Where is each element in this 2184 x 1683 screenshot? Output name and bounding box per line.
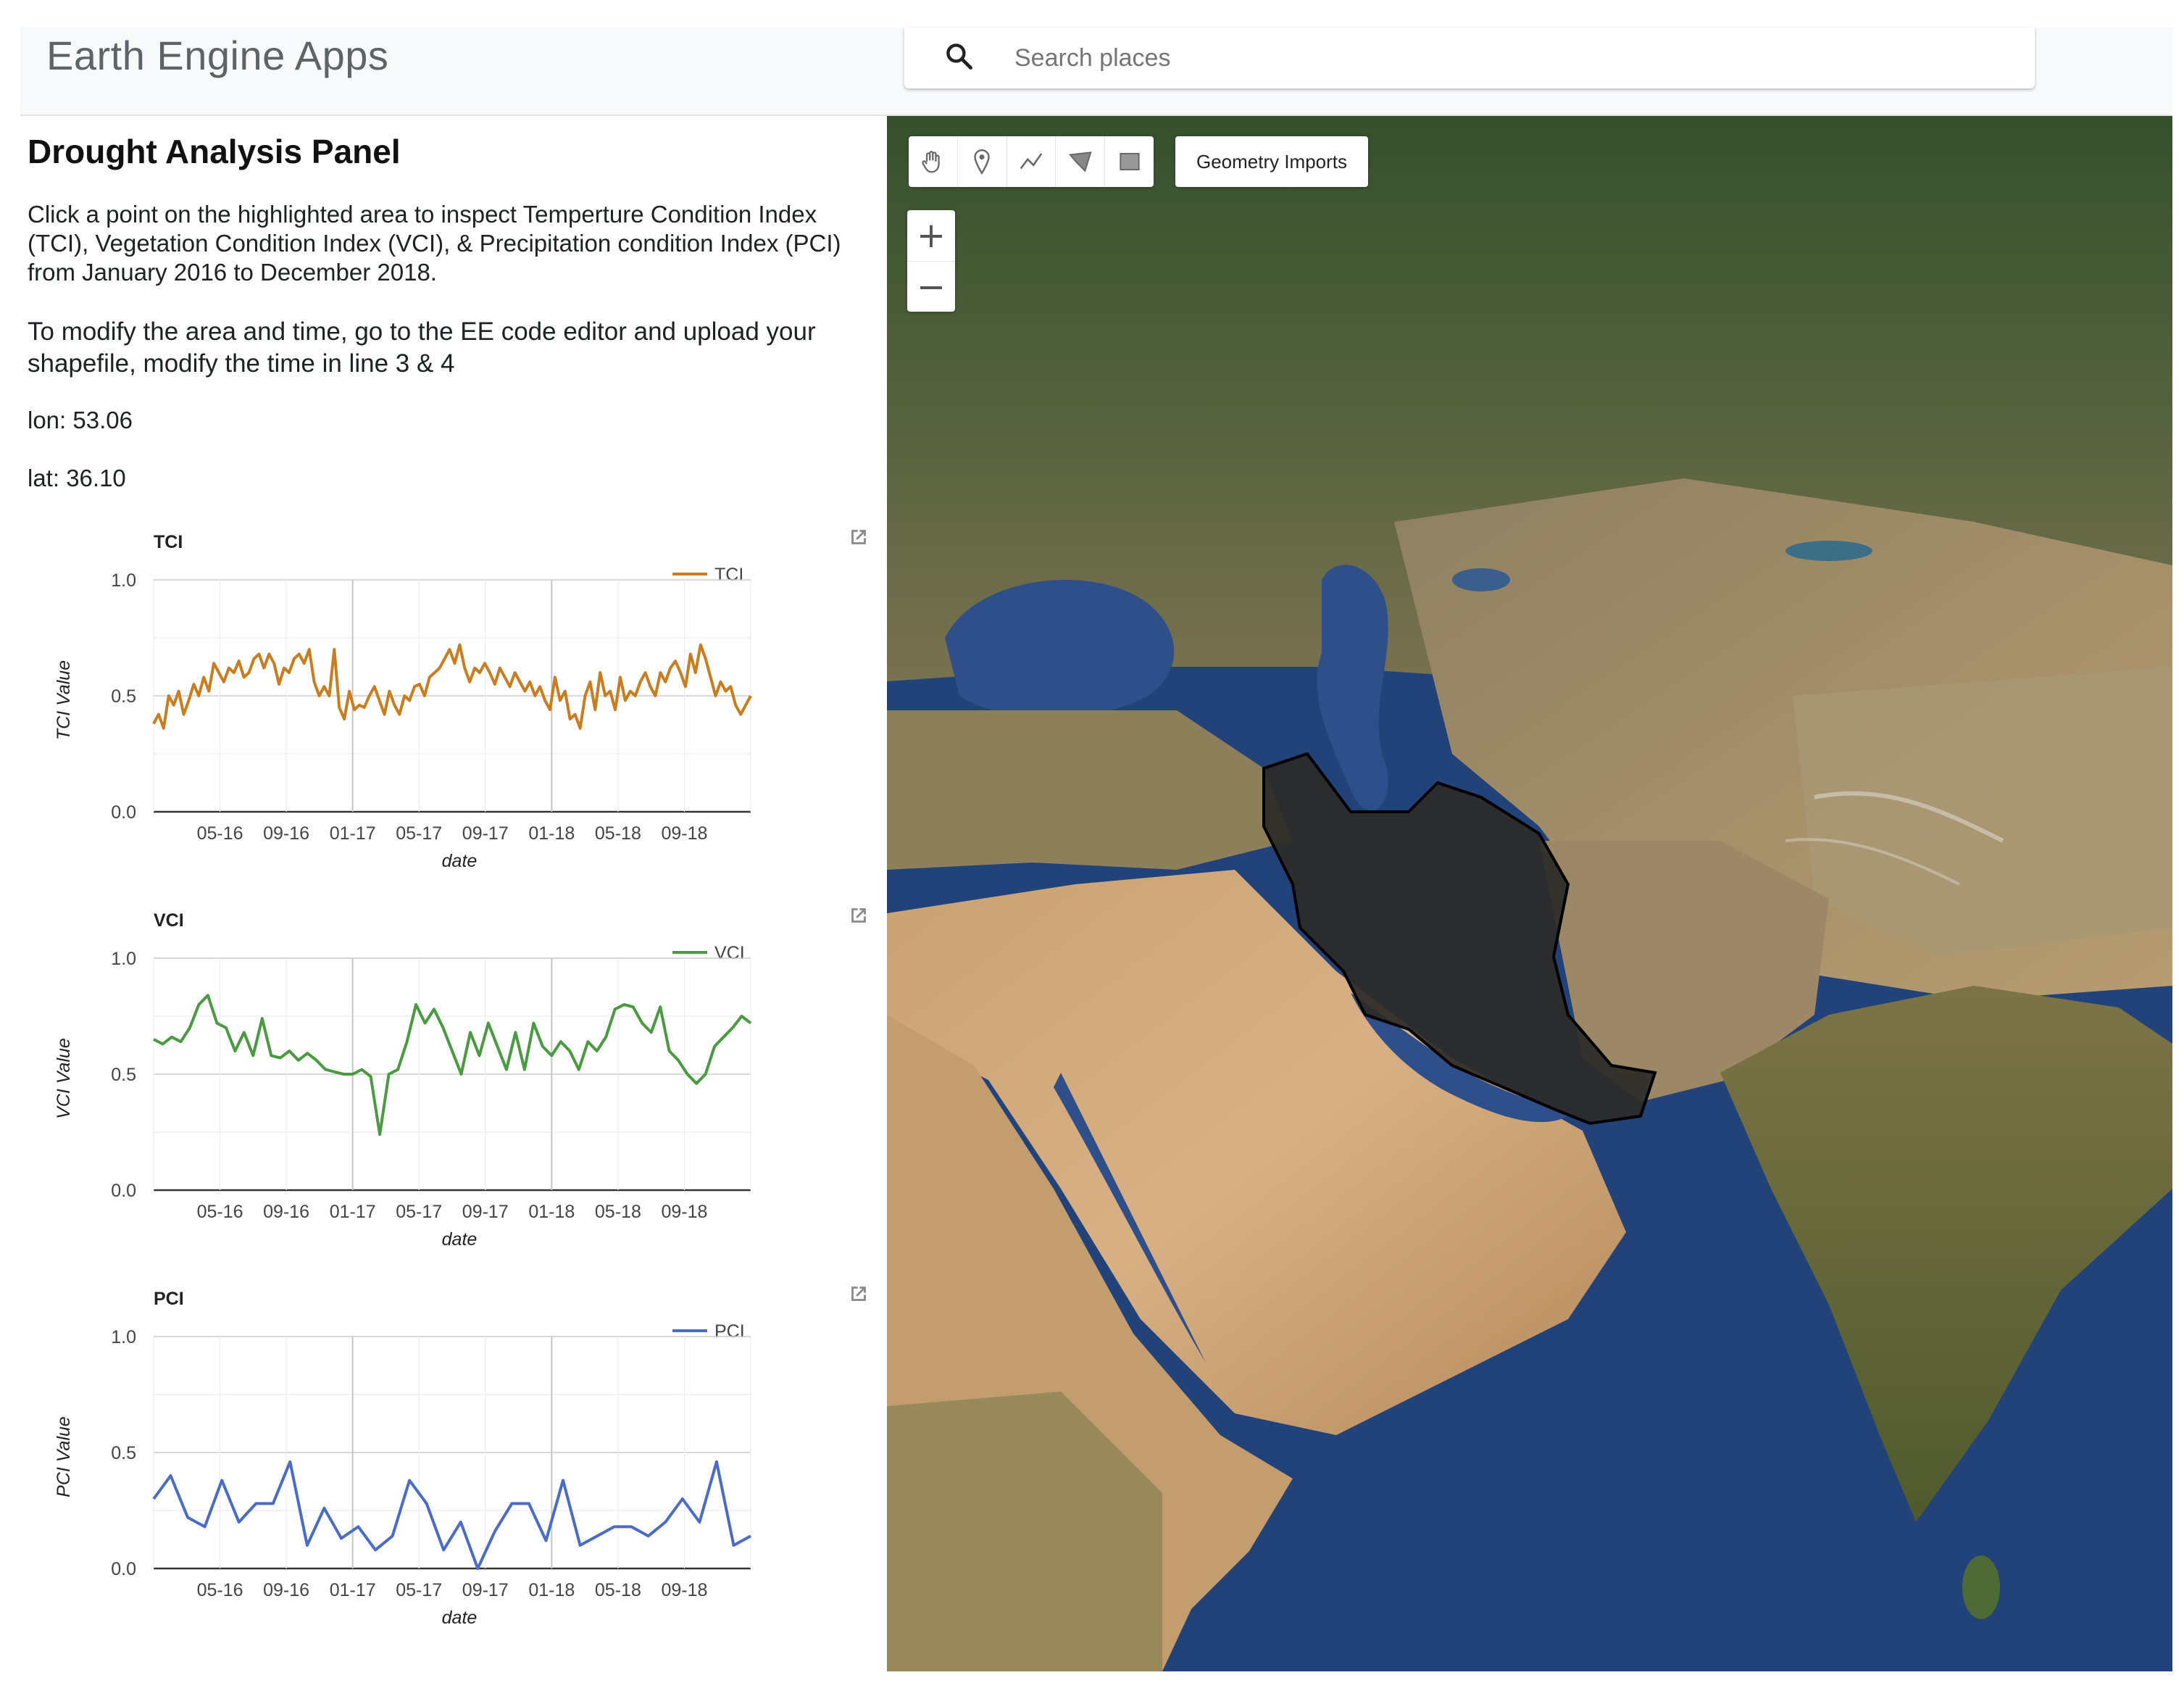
series-line [152,643,752,730]
vci-popout-icon[interactable] [846,903,871,928]
tci-popout-icon[interactable] [846,525,871,549]
latitude-label: lat: 36.10 [28,465,126,491]
x-tick-label: 05-18 [595,1580,641,1600]
x-axis-label: date [442,1229,478,1250]
y-tick-label: 0.0 [111,1181,136,1201]
x-tick-label: 01-17 [330,1202,376,1222]
y-tick-label: 1.0 [111,570,136,591]
marker-icon [974,149,990,175]
longitude-label: lon: 53.06 [28,407,133,433]
rectangle-icon [1119,152,1140,171]
x-tick-label: 05-17 [396,1202,442,1222]
series-line [152,1460,751,1570]
chart-title: TCI [154,532,183,552]
drawing-toolbar [909,136,1154,187]
pci-popout-icon[interactable] [846,1281,871,1306]
search-box[interactable] [904,28,2035,88]
x-tick-label: 01-18 [528,823,575,844]
geometry-imports-button[interactable]: Geometry Imports [1175,136,1368,187]
vci-chart-svg: VCI VCI 0.0 0.5 1.0 05-16 09-16 01-17 05-17 09-17… [54,910,752,1250]
polygon-tool-button[interactable] [1056,136,1106,187]
chart-title: PCI [154,1289,184,1309]
y-tick-label: 0.5 [111,1065,136,1085]
x-axis-label: date [442,851,478,871]
x-tick-label: 09-17 [462,1580,509,1600]
chart-title: VCI [154,910,184,931]
x-axis-label: date [442,1608,478,1628]
search-input[interactable] [1013,39,1958,77]
satellite-map[interactable]: Geometry Imports + − [887,116,2172,1671]
y-tick-label: 0.5 [111,686,136,707]
y-tick-label: 1.0 [111,1327,136,1347]
hand-tool-button[interactable] [909,136,958,187]
app-title[interactable]: Earth Engine Apps [46,33,389,78]
x-tick-label: 09-17 [462,823,509,844]
tci-chart-svg: TCI TCI 0.0 0.5 1.0 05-16 09-16 01-17 05-17 09-17… [54,532,752,871]
x-tick-label: 01-17 [330,823,376,844]
pci-chart: PCI PCI 0.0 0.5 1.0 05-16 09-16 01-17 05-17 09-17… [41,1279,881,1628]
panel-instructions: To modify the area and time, go to the E… [28,317,816,378]
y-axis-label: TCI Value [54,660,74,740]
x-tick-label: 05-16 [197,1202,243,1222]
legend-label: VCI [714,943,745,963]
x-tick-label: 05-16 [197,823,243,844]
rectangle-tool-button[interactable] [1105,136,1154,187]
x-tick-label: 05-18 [595,1202,641,1222]
legend-label: PCI [714,1321,745,1342]
x-tick-label: 09-18 [661,1202,707,1222]
x-tick-label: 09-18 [661,823,707,844]
polyline-icon [1020,153,1043,170]
x-tick-label: 05-17 [396,1580,442,1600]
x-tick-label: 05-17 [396,823,442,844]
legend-label: TCI [714,565,743,585]
x-tick-label: 01-17 [330,1580,376,1600]
pci-chart-svg: PCI PCI 0.0 0.5 1.0 05-16 09-16 01-17 05-17 09-17… [54,1289,751,1628]
drought-analysis-panel: Drought Analysis Panel Click a point on … [0,116,885,1683]
vci-chart: VCI VCI 0.0 0.5 1.0 05-16 09-16 01-17 05-17 09-17… [41,900,881,1250]
line-tool-button[interactable] [1007,136,1056,187]
map-imagery[interactable] [887,116,2172,1671]
y-tick-label: 0.5 [111,1443,136,1463]
y-axis-label: PCI Value [54,1416,74,1497]
y-tick-label: 1.0 [111,949,136,969]
marker-tool-button[interactable] [958,136,1007,187]
top-bar: Earth Engine Apps [20,28,2172,116]
hand-icon [922,151,941,173]
y-tick-label: 0.0 [111,802,136,823]
x-tick-label: 09-16 [263,1202,309,1222]
zoom-control: + − [907,210,955,312]
polygon-icon [1068,151,1092,173]
y-axis-label: VCI Value [54,1038,74,1119]
x-tick-label: 09-16 [263,1580,309,1600]
x-tick-label: 05-18 [595,823,641,844]
zoom-out-button[interactable]: − [916,267,946,307]
x-tick-label: 09-17 [462,1202,509,1222]
x-tick-label: 09-18 [661,1580,707,1600]
x-tick-label: 05-16 [197,1580,243,1600]
zoom-in-button[interactable]: + [907,210,955,262]
x-tick-label: 01-18 [528,1580,575,1600]
panel-description: Click a point on the highlighted area to… [28,201,841,286]
series-line [153,994,752,1136]
panel-title: Drought Analysis Panel [28,133,401,170]
x-tick-label: 09-16 [263,823,309,844]
tci-chart: TCI TCI 0.0 0.5 1.0 05-16 09-16 01-17 05-17 09-17… [41,522,881,871]
x-tick-label: 01-18 [528,1202,575,1222]
search-icon[interactable] [943,41,975,72]
y-tick-label: 0.0 [111,1559,136,1579]
